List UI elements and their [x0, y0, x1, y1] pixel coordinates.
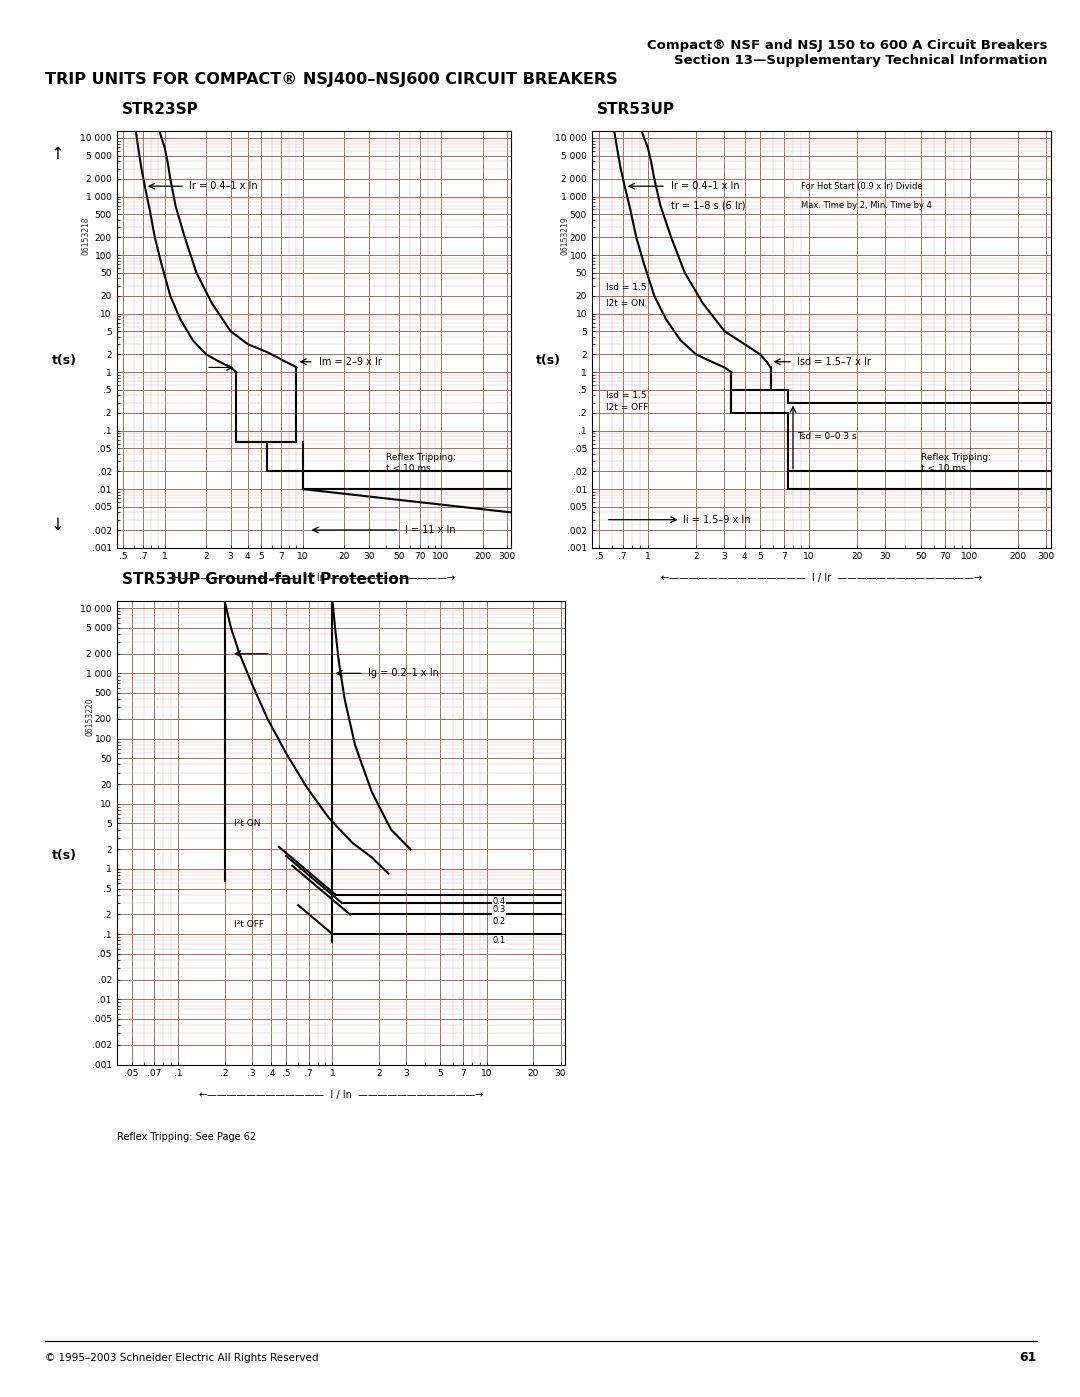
Text: Im = 2–9 x Ir: Im = 2–9 x Ir: [319, 356, 381, 367]
Text: 0.3: 0.3: [492, 905, 505, 914]
Text: I2t = OFF: I2t = OFF: [606, 402, 648, 412]
Text: I²t ON: I²t ON: [234, 819, 260, 828]
Text: STR53UP: STR53UP: [597, 102, 675, 117]
Text: ←——————————————  I / Ir  ——————————————→: ←—————————————— I / Ir ——————————————→: [661, 573, 982, 584]
Text: t(s): t(s): [536, 353, 562, 367]
Text: Max. Time by 2, Min. Time by 4: Max. Time by 2, Min. Time by 4: [801, 201, 932, 210]
Text: 61: 61: [1020, 1351, 1037, 1365]
Text: 06153220: 06153220: [85, 697, 94, 736]
Text: 06153219: 06153219: [561, 217, 569, 254]
Text: ↓: ↓: [51, 515, 64, 534]
Text: TRIP UNITS FOR COMPACT® NSJ400–NSJ600 CIRCUIT BREAKERS: TRIP UNITS FOR COMPACT® NSJ400–NSJ600 CI…: [45, 71, 618, 87]
Text: 0.2: 0.2: [492, 916, 505, 926]
Text: For Hot Start (0.9 x Ir) Divide: For Hot Start (0.9 x Ir) Divide: [801, 182, 922, 191]
Text: Isd = 1.5–7 x Ir: Isd = 1.5–7 x Ir: [797, 356, 872, 367]
Text: I2t = ON: I2t = ON: [606, 299, 645, 307]
Text: STR53UP Ground-fault Protection: STR53UP Ground-fault Protection: [122, 571, 409, 587]
Text: 0.4: 0.4: [492, 897, 505, 905]
Text: Reflex Tripping: See Page 62: Reflex Tripping: See Page 62: [117, 1132, 256, 1141]
Text: ←————————————  I / Ir  ————————————→: ←———————————— I / Ir ————————————→: [173, 573, 455, 584]
Text: Isd = 1.5: Isd = 1.5: [606, 282, 647, 292]
Text: 06153218: 06153218: [82, 217, 91, 254]
Text: t(s): t(s): [52, 849, 78, 862]
Text: ←————————————  I / In  ————————————→: ←———————————— I / In ————————————→: [199, 1090, 483, 1101]
Text: Ir = 0.4–1 x In: Ir = 0.4–1 x In: [671, 182, 740, 191]
Text: I = 11 x In: I = 11 x In: [405, 525, 456, 535]
Text: © 1995–2003 Schneider Electric All Rights Reserved: © 1995–2003 Schneider Electric All Right…: [45, 1352, 319, 1363]
Text: tr = 1–8 s (6 Ir): tr = 1–8 s (6 Ir): [671, 201, 745, 211]
Text: 0.1: 0.1: [492, 936, 505, 946]
Text: STR23SP: STR23SP: [122, 102, 199, 117]
Text: I²t OFF: I²t OFF: [234, 921, 264, 929]
Text: Reflex Tripping:
t < 10 ms: Reflex Tripping: t < 10 ms: [386, 453, 456, 472]
Text: Ig = 0.2–1 x In: Ig = 0.2–1 x In: [368, 668, 438, 679]
Text: t(s): t(s): [52, 353, 78, 367]
Text: Compact® NSF and NSJ 150 to 600 A Circuit Breakers: Compact® NSF and NSJ 150 to 600 A Circui…: [647, 39, 1048, 52]
Text: Reflex Tripping:
t < 10 ms: Reflex Tripping: t < 10 ms: [921, 453, 991, 472]
Text: ↑: ↑: [51, 145, 64, 163]
Text: Section 13—Supplementary Technical Information: Section 13—Supplementary Technical Infor…: [674, 54, 1048, 67]
Text: Ii = 1.5–9 x In: Ii = 1.5–9 x In: [683, 514, 751, 525]
Text: Tsd = 0–0.3 s: Tsd = 0–0.3 s: [797, 432, 856, 441]
Text: Isd = 1.5: Isd = 1.5: [606, 391, 647, 400]
Text: Ir = 0.4–1 x In: Ir = 0.4–1 x In: [189, 182, 257, 191]
